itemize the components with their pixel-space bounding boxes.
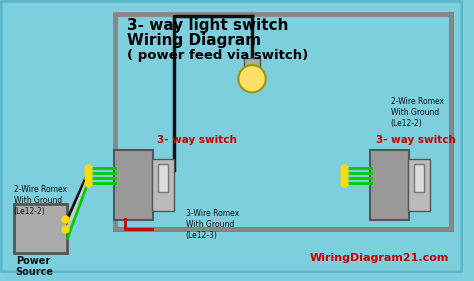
- FancyBboxPatch shape: [370, 150, 410, 220]
- Text: Power
Source: Power Source: [16, 256, 54, 277]
- Text: 3-Wire Romex
With Ground
(Le12-3): 3-Wire Romex With Ground (Le12-3): [186, 209, 239, 240]
- Bar: [153, 158, 174, 211]
- Text: ( power feed via switch): ( power feed via switch): [127, 49, 308, 62]
- Bar: [115, 13, 451, 228]
- Text: 2-Wire Romex
With Ground
(Le12-2): 2-Wire Romex With Ground (Le12-2): [391, 97, 444, 128]
- Text: 3- way light switch: 3- way light switch: [127, 17, 289, 33]
- Text: Wiring Diagram: Wiring Diagram: [127, 33, 261, 48]
- Bar: [244, 58, 260, 70]
- Text: 3- way switch: 3- way switch: [376, 135, 456, 145]
- Bar: [14, 204, 67, 253]
- Bar: [158, 164, 168, 192]
- FancyBboxPatch shape: [114, 150, 154, 220]
- Bar: [409, 158, 430, 211]
- Text: WiringDiagram21.com: WiringDiagram21.com: [310, 253, 449, 262]
- Circle shape: [238, 65, 266, 92]
- FancyBboxPatch shape: [1, 1, 462, 272]
- Text: 3- way switch: 3- way switch: [157, 135, 237, 145]
- Bar: [414, 164, 424, 192]
- Text: 2-Wire Romex
With Ground
(Le12-2): 2-Wire Romex With Ground (Le12-2): [14, 185, 67, 216]
